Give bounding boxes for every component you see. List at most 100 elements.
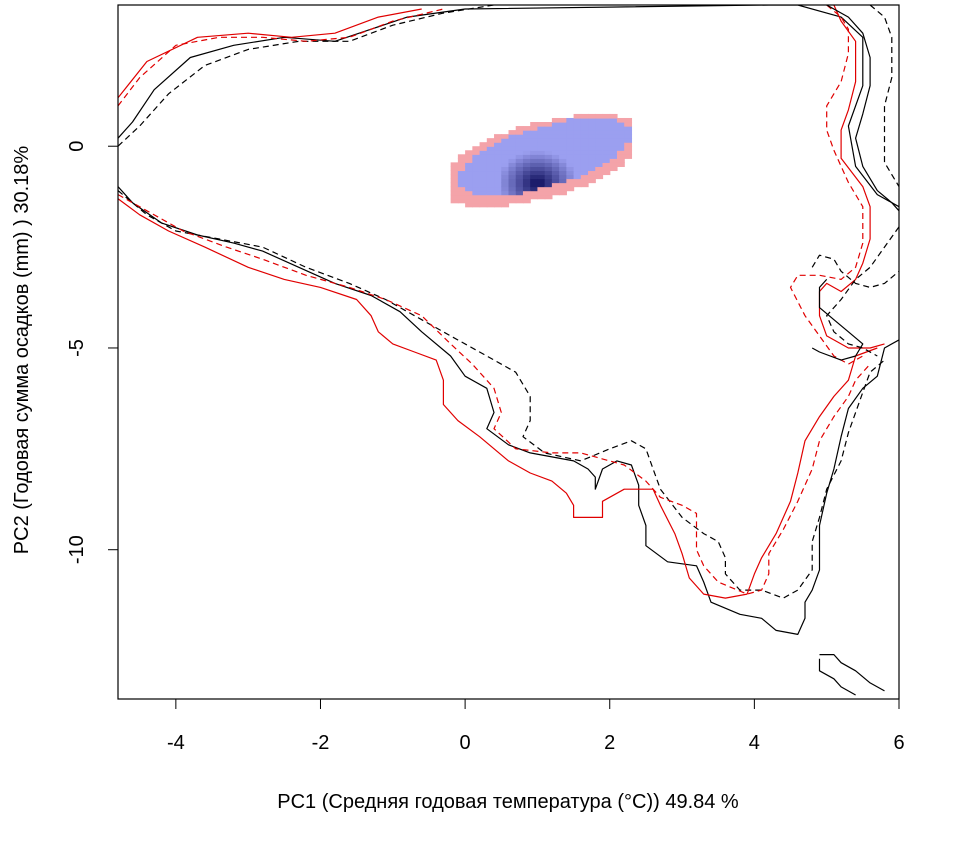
density-cell bbox=[559, 170, 567, 176]
density-cell bbox=[573, 130, 582, 135]
density-cell bbox=[580, 158, 589, 163]
density-cell bbox=[609, 166, 618, 172]
density-cell bbox=[551, 146, 560, 151]
density-cell bbox=[479, 198, 488, 204]
x-tick-label: 4 bbox=[749, 732, 760, 754]
density-cell bbox=[515, 186, 524, 192]
density-cell bbox=[559, 146, 567, 151]
density-cell bbox=[573, 117, 582, 123]
density-cell bbox=[544, 134, 553, 139]
density-cell bbox=[602, 113, 611, 119]
density-cell bbox=[501, 138, 510, 143]
density-cell bbox=[494, 166, 502, 172]
density-cell bbox=[537, 182, 546, 188]
density-cell bbox=[537, 154, 546, 159]
density-cell bbox=[559, 126, 567, 131]
density-cell bbox=[559, 158, 567, 163]
density-cell bbox=[479, 150, 488, 155]
density-cell bbox=[450, 178, 459, 184]
density-cell bbox=[544, 162, 553, 167]
density-cell bbox=[515, 174, 524, 180]
density-cell bbox=[465, 150, 473, 155]
y-axis: 0 -5 -10 bbox=[66, 141, 119, 564]
density-cell bbox=[515, 178, 524, 184]
density-cell bbox=[551, 174, 560, 180]
density-cell bbox=[465, 158, 473, 163]
density-cell bbox=[537, 122, 546, 127]
density-cell bbox=[508, 138, 517, 143]
density-cell bbox=[515, 166, 524, 172]
density-cell bbox=[588, 154, 596, 159]
density-cell bbox=[479, 178, 488, 184]
density-cell bbox=[580, 162, 589, 167]
density-cell bbox=[588, 150, 596, 155]
density-cell bbox=[515, 146, 524, 151]
y-tick-label: -10 bbox=[66, 535, 88, 564]
density-cell bbox=[530, 190, 539, 196]
density-cell bbox=[595, 122, 604, 127]
density-cell bbox=[595, 126, 604, 131]
contour-line-black-solid bbox=[118, 5, 899, 208]
density-cell bbox=[530, 150, 539, 155]
density-cell bbox=[486, 186, 495, 192]
density-cell bbox=[508, 150, 517, 155]
density-cell bbox=[537, 150, 546, 155]
density-cell bbox=[609, 150, 618, 155]
density-cell bbox=[551, 178, 560, 184]
density-cell bbox=[530, 162, 539, 167]
density-cell bbox=[588, 166, 596, 172]
density-cell bbox=[559, 166, 567, 172]
density-cell bbox=[530, 126, 539, 131]
contour-line-red-solid bbox=[118, 8, 422, 99]
density-cell bbox=[515, 194, 524, 200]
density-cell bbox=[530, 174, 539, 180]
density-cell bbox=[580, 170, 589, 176]
density-cell bbox=[465, 202, 473, 208]
density-cell bbox=[580, 122, 589, 127]
density-cell bbox=[457, 158, 466, 163]
density-cell bbox=[537, 126, 546, 131]
density-cell bbox=[544, 178, 553, 184]
density-cell bbox=[508, 190, 517, 196]
density-cell bbox=[595, 158, 604, 163]
density-cell bbox=[566, 178, 575, 184]
density-cell bbox=[465, 198, 473, 204]
density-cell bbox=[522, 146, 531, 151]
density-cell bbox=[479, 170, 488, 176]
density-cell bbox=[566, 186, 575, 192]
density-cell bbox=[537, 178, 546, 184]
density-cell bbox=[472, 174, 481, 180]
density-cell bbox=[457, 174, 466, 180]
density-cell bbox=[457, 190, 466, 196]
density-cell bbox=[544, 186, 553, 192]
density-cell bbox=[465, 194, 473, 200]
density-cell bbox=[616, 134, 625, 139]
density-cell bbox=[624, 130, 633, 135]
density-cell bbox=[551, 154, 560, 159]
density-cell bbox=[537, 170, 546, 176]
density-cell bbox=[465, 190, 473, 196]
density-cell bbox=[616, 126, 625, 131]
density-cell bbox=[624, 126, 633, 131]
density-cell bbox=[494, 138, 502, 143]
density-cell bbox=[624, 154, 633, 159]
density-cell bbox=[551, 134, 560, 139]
density-cell bbox=[573, 122, 582, 127]
density-cell bbox=[573, 170, 582, 176]
density-cell bbox=[450, 162, 459, 167]
density-cell bbox=[580, 182, 589, 188]
density-cell bbox=[501, 170, 510, 176]
density-cell bbox=[624, 122, 633, 127]
density-cell bbox=[616, 158, 625, 163]
density-cell bbox=[522, 178, 531, 184]
density-cell bbox=[573, 138, 582, 143]
density-cell bbox=[609, 142, 618, 147]
density-cell bbox=[486, 166, 495, 172]
contour-line-red-dashed bbox=[789, 5, 864, 365]
density-cell bbox=[559, 154, 567, 159]
density-cell bbox=[494, 162, 502, 167]
density-cell bbox=[588, 134, 596, 139]
density-cell bbox=[501, 202, 510, 208]
density-cell bbox=[566, 158, 575, 163]
density-cell bbox=[588, 130, 596, 135]
